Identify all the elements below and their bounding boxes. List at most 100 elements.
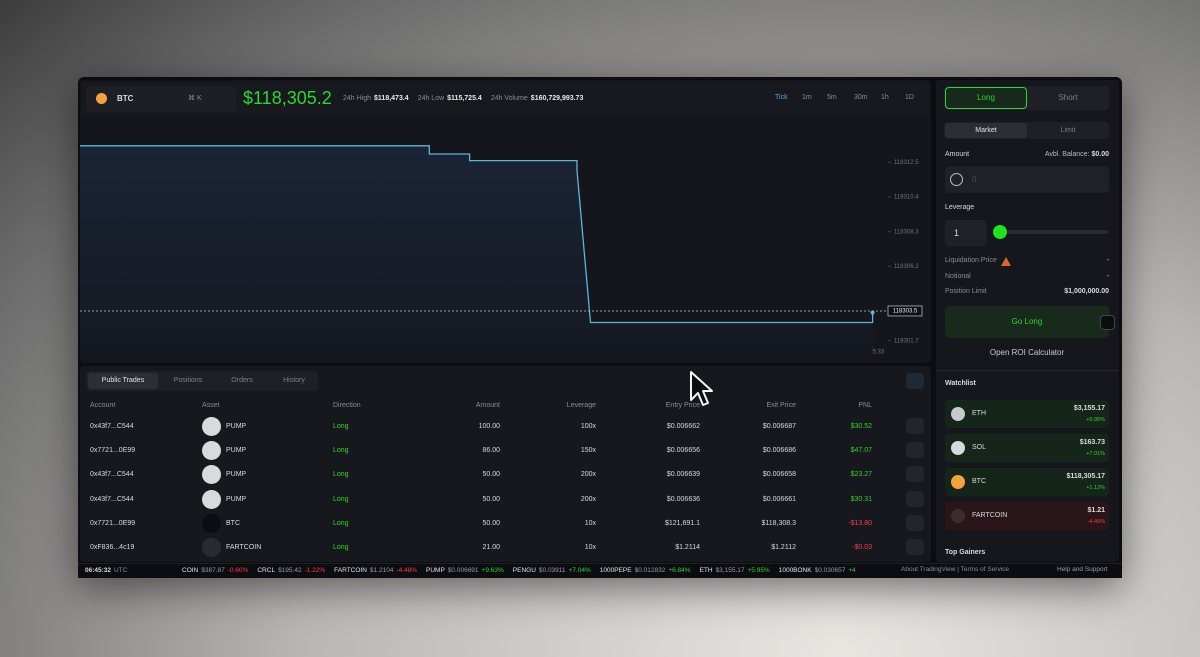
trade-cell: 21.00: [482, 544, 500, 551]
view-button[interactable]: [906, 539, 924, 555]
ticker-change: +5.95%: [747, 567, 770, 574]
type-button[interactable]: Limit: [1060, 127, 1076, 134]
tab[interactable]: History: [283, 377, 305, 384]
ticker-symbol: 1000BONK: [778, 567, 812, 574]
timeframe[interactable]: 30m: [854, 94, 868, 101]
ticker-item[interactable]: 1000PEPE $0.012832 +6.84%: [600, 566, 691, 576]
ticker-symbol: COIN: [182, 567, 199, 574]
trade-cell: $1.2112: [771, 544, 796, 551]
leverage-track: [995, 230, 1108, 234]
column-header: Amount: [475, 402, 500, 409]
watch-change: +1.12%: [1086, 485, 1105, 491]
ticker-item[interactable]: CRCL $195.42 -1.22%: [257, 566, 325, 576]
detail-label: Liquidation Price: [945, 257, 997, 264]
account: 0x7721...0E99: [90, 519, 136, 527]
trade-cell: $0.006636: [666, 495, 700, 503]
ticker-items: COIN $387.87 -0.60% CRCL $195.42 -1.22% FARTCO…: [182, 566, 898, 576]
trade-cell: $0.006656: [666, 447, 700, 455]
footer-links[interactable]: About TradingView | Terms of Service: [901, 566, 1010, 573]
ticker-price: $0.006691: [447, 567, 479, 574]
watch-item[interactable]: [945, 434, 1109, 462]
amount-label: Amount: [945, 151, 970, 158]
account: 0x43f7...C544: [90, 423, 134, 430]
symbol-box: [86, 86, 236, 112]
type-button[interactable]: Market: [945, 123, 1027, 138]
ticker-item[interactable]: 1000BONK $0.030657 +4: [779, 566, 856, 576]
timeframe[interactable]: 1m: [802, 94, 812, 101]
trade-cell: -$13.80: [848, 519, 872, 527]
timeframe[interactable]: 5m: [827, 94, 837, 101]
ticker-change: +9.63%: [481, 567, 504, 574]
dollar-icon: [950, 173, 963, 186]
view-button[interactable]: [906, 466, 924, 483]
btc-icon: [96, 93, 107, 104]
timeframe[interactable]: Tick: [775, 94, 788, 101]
stat-label: 24h High: [343, 95, 372, 102]
trade-cell: $0.006686: [762, 447, 796, 455]
asset-icon: [202, 489, 221, 509]
ticker-symbol: PUMP: [426, 567, 445, 574]
trade-cell: 86.00: [482, 447, 500, 455]
trade-cell: 200x: [580, 495, 596, 503]
balance-value: $0.00: [1091, 151, 1109, 158]
column-header: Entry Price: [665, 402, 700, 409]
amount-input[interactable]: [945, 166, 1109, 193]
trade-cell: -$0.03: [852, 544, 872, 551]
ticker-price: $0.030657: [814, 567, 846, 574]
column-header: Leverage: [566, 402, 596, 409]
view-button[interactable]: [906, 418, 924, 434]
side-button[interactable]: Short: [1058, 93, 1078, 102]
collapse-button[interactable]: [906, 373, 924, 389]
watch-icon: [951, 441, 965, 455]
trade-cell: 50.00: [482, 495, 500, 503]
trade-cell: $0.006658: [762, 471, 796, 479]
view-button[interactable]: [906, 514, 924, 531]
settings-icon[interactable]: [1100, 315, 1115, 330]
column-header: PNL: [858, 402, 872, 409]
leverage-input[interactable]: [945, 220, 987, 246]
watch-symbol: SOL: [972, 444, 987, 451]
trade-cell: $1.2114: [675, 544, 700, 551]
balance: Avbl. Balance: $0.00: [1000, 150, 1109, 160]
timeframe[interactable]: 1D: [905, 94, 914, 101]
watchlist-title: Watchlist: [945, 380, 976, 387]
stats: 24h High $118,473.4 24h Low $115,725.4 24h V…: [343, 94, 583, 104]
account: 0xF836...4c19: [90, 544, 135, 551]
tab[interactable]: Public Trades: [88, 373, 158, 389]
ticker-item[interactable]: FARTCOIN $1.2104 -4.48%: [334, 566, 417, 576]
column-header: Exit Price: [766, 402, 796, 409]
account: 0x43f7...C544: [90, 471, 134, 479]
watch-symbol: ETH: [972, 410, 986, 417]
ticker-item[interactable]: COIN $387.87 -0.60%: [182, 566, 248, 576]
leverage-knob[interactable]: [993, 225, 1007, 239]
ticker-change: +4: [848, 567, 856, 574]
ticker-item[interactable]: PUMP $0.006691 +9.63%: [426, 566, 504, 576]
view-button[interactable]: [906, 442, 924, 459]
leverage-label: Leverage: [945, 204, 975, 211]
view-button[interactable]: [906, 490, 924, 507]
ticker-price: $195.42: [278, 567, 302, 574]
help-link[interactable]: Help and Support: [1057, 566, 1108, 573]
ticker-time: 06:45:32 UTC: [85, 566, 127, 576]
stat-value: $115,725.4: [447, 95, 482, 102]
ticker-symbol: FARTCOIN: [334, 567, 367, 574]
tab[interactable]: Orders: [231, 377, 253, 384]
roi-link[interactable]: Open ROI Calculator: [989, 348, 1065, 357]
ticker-price: $387.87: [201, 567, 225, 574]
timeframe[interactable]: 1h: [881, 94, 889, 101]
ticker-item[interactable]: ETH $3,155.17 +5.95%: [700, 566, 770, 576]
ticker-symbol: ETH: [699, 567, 713, 574]
tab[interactable]: Positions: [173, 377, 203, 384]
ticker-change: +6.84%: [668, 567, 691, 574]
watch-change: +7.01%: [1086, 451, 1105, 457]
watch-item[interactable]: [945, 468, 1109, 496]
side-button[interactable]: Long: [945, 87, 1027, 109]
chart-panel: [80, 80, 931, 363]
trade-cell: $30.31: [850, 495, 872, 503]
watch-item[interactable]: [945, 400, 1109, 428]
submit-button[interactable]: Go Long: [945, 306, 1109, 338]
watch-item[interactable]: [945, 502, 1109, 530]
ticker-item[interactable]: PENGU $0.03911 +7.04%: [513, 566, 591, 576]
trade-cell: 200x: [580, 471, 596, 479]
watch-price: $118,305.17: [1066, 473, 1105, 480]
